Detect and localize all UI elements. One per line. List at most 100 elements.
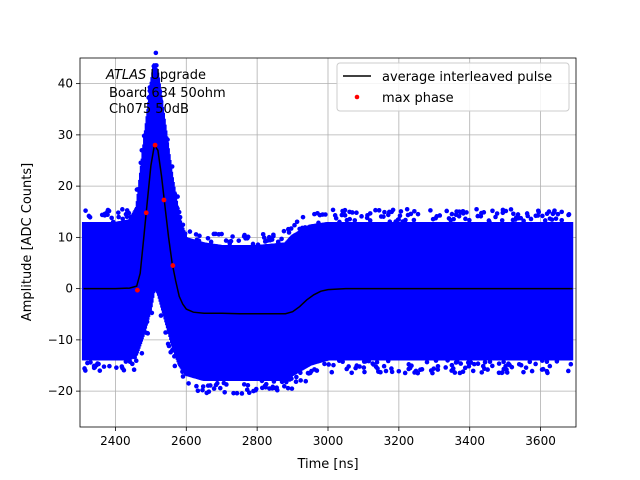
sample-outlier: [120, 207, 125, 212]
sample-outlier: [412, 209, 417, 214]
sample-outlier: [409, 363, 414, 369]
sample-outlier: [294, 374, 299, 380]
sample-outlier: [553, 216, 559, 221]
sample-outlier: [200, 384, 206, 389]
x-tick-label: 2600: [171, 434, 202, 448]
sample-outlier: [241, 382, 247, 387]
sample-outlier: [509, 364, 515, 370]
x-tick-label: 3600: [525, 434, 556, 448]
sample-outlier: [289, 376, 294, 381]
y-tick-label: −20: [48, 384, 73, 398]
sample-outlier: [533, 361, 538, 367]
sample-outlier: [211, 386, 217, 391]
sample-outlier: [361, 365, 367, 370]
sample-outlier: [116, 214, 121, 220]
sample-outlier: [559, 217, 565, 223]
x-tick-label: 3200: [384, 434, 415, 448]
sample-outlier: [352, 218, 358, 223]
sample-outlier: [397, 213, 403, 219]
legend-box: [336, 62, 570, 112]
sample-outlier: [443, 365, 448, 370]
sample-outlier: [239, 391, 245, 396]
sample-outlier: [176, 209, 182, 215]
sample-outlier: [230, 234, 235, 239]
sample-outlier: [464, 210, 469, 215]
sample-outlier: [121, 367, 127, 373]
sample-outlier: [490, 208, 495, 214]
sample-outlier: [101, 364, 107, 369]
legend-max-phase-swatch: [354, 94, 360, 100]
sample-outlier: [208, 239, 214, 245]
upgrade-label: Upgrade: [146, 68, 206, 83]
sample-outlier: [105, 212, 110, 218]
sample-outlier: [456, 214, 462, 219]
annotation-line-1: ATLAS Upgrade: [105, 68, 206, 83]
legend: average interleaved pulse max phase: [336, 62, 570, 112]
sample-outlier: [197, 233, 202, 239]
legend-max-phase-label: max phase: [382, 91, 454, 106]
sample-outlier: [115, 210, 121, 215]
sample-outlier: [293, 379, 299, 385]
sample-outlier: [331, 362, 336, 368]
average-pulse-line: [83, 143, 573, 315]
sample-outlier: [83, 208, 88, 213]
sample-outlier: [462, 365, 468, 371]
sample-outlier: [566, 212, 572, 217]
sample-outlier: [269, 237, 275, 242]
sample-outlier: [549, 217, 555, 222]
sample-outlier: [357, 364, 362, 369]
sample-outlier: [540, 213, 545, 219]
sample-outlier: [271, 233, 276, 239]
sample-outlier: [326, 362, 332, 367]
y-tick-label: 0: [65, 282, 73, 296]
sample-outlier: [487, 359, 493, 365]
max-phase-point: [134, 287, 140, 293]
sample-outlier: [131, 367, 137, 372]
sample-outlier: [415, 370, 421, 376]
sample-outlier: [133, 358, 139, 364]
sample-outlier: [97, 368, 103, 373]
sample-outlier: [329, 369, 335, 375]
sample-outlier: [253, 386, 259, 392]
sample-outlier: [424, 359, 430, 365]
sample-outlier: [222, 389, 227, 395]
atlas-label: ATLAS: [105, 68, 146, 83]
sample-outlier: [467, 217, 472, 223]
sample-outlier: [180, 374, 186, 379]
sample-outlier: [396, 368, 402, 374]
sample-outlier: [431, 366, 437, 371]
sample-outlier: [215, 380, 220, 386]
sample-outlier: [419, 367, 425, 372]
sample-outlier: [350, 210, 355, 215]
sample-outlier: [279, 236, 284, 242]
sample-outlier: [124, 214, 130, 220]
sample-outlier: [408, 211, 414, 217]
sample-outlier: [285, 385, 291, 391]
sample-outlier: [376, 208, 382, 213]
sample-outlier: [518, 362, 524, 368]
sample-outlier: [342, 207, 348, 213]
sample-outlier: [300, 214, 306, 220]
sample-outlier: [475, 361, 481, 367]
sample-outlier: [381, 214, 386, 219]
sample-outlier: [485, 367, 490, 372]
sample-outlier: [559, 209, 565, 215]
sample-outlier: [314, 368, 320, 373]
sample-outlier: [219, 231, 224, 237]
sample-outlier: [163, 330, 168, 335]
sample-outlier: [149, 310, 155, 316]
sample-outlier: [83, 368, 88, 373]
sample-outlier: [284, 379, 289, 385]
x-axis-label: Time [ns]: [296, 457, 358, 472]
sample-outlier: [123, 359, 129, 364]
sample-outlier: [298, 378, 303, 383]
sample-outlier: [367, 218, 373, 223]
sample-outlier: [154, 63, 159, 68]
sample-outlier: [236, 238, 242, 243]
sample-outlier: [106, 208, 112, 214]
sample-outlier: [398, 209, 404, 214]
sample-outlier: [228, 238, 234, 244]
sample-outlier: [482, 359, 488, 365]
sample-outlier: [568, 361, 574, 367]
